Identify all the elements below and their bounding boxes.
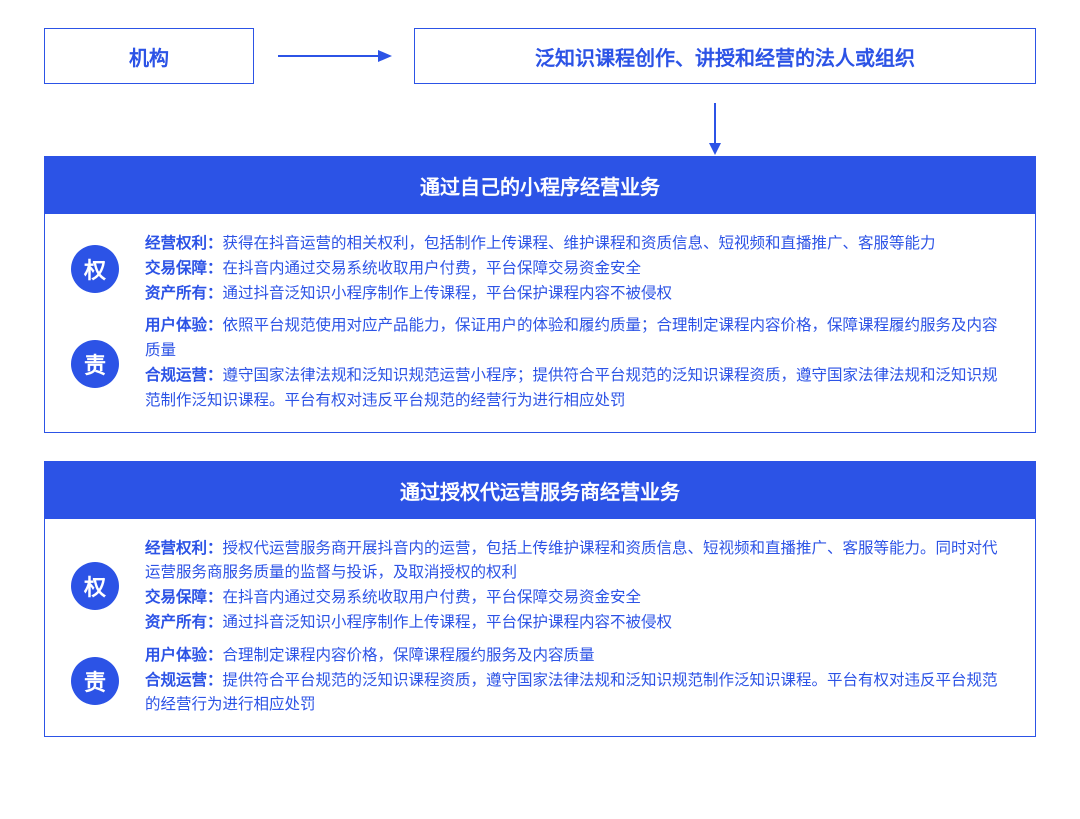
group-duties: 责 用户体验：合理制定课程内容价格，保障课程履约服务及内容质量 合规运营：提供符… xyxy=(63,644,1005,718)
item-label: 交易保障： xyxy=(145,589,223,606)
item-label: 合规运营： xyxy=(145,672,223,689)
section-body: 权 经营权利：授权代运营服务商开展抖音内的运营，包括上传维护课程和资质信息、短视… xyxy=(45,519,1035,737)
content-rights: 经营权利：获得在抖音运营的相关权利，包括制作上传课程、维护课程和资质信息、短视频… xyxy=(145,232,1005,306)
item-text: 通过抖音泛知识小程序制作上传课程，平台保护课程内容不被侵权 xyxy=(223,614,673,631)
badge-duties: 责 xyxy=(71,657,119,705)
item-label: 经营权利： xyxy=(145,540,223,557)
item-text: 合理制定课程内容价格，保障课程履约服务及内容质量 xyxy=(223,647,595,664)
section-authorized-operator: 通过授权代运营服务商经营业务 权 经营权利：授权代运营服务商开展抖音内的运营，包… xyxy=(44,461,1036,738)
item-text: 提供符合平台规范的泛知识课程资质，遵守国家法律法规和泛知识规范制作泛知识课程。平… xyxy=(145,672,998,714)
item-label: 经营权利： xyxy=(145,235,223,252)
section-header: 通过授权代运营服务商经营业务 xyxy=(45,462,1035,519)
item-text: 通过抖音泛知识小程序制作上传课程，平台保护课程内容不被侵权 xyxy=(223,285,673,302)
item-label: 用户体验： xyxy=(145,317,223,334)
content-duties: 用户体验：合理制定课程内容价格，保障课程履约服务及内容质量 合规运营：提供符合平… xyxy=(145,644,1005,718)
badge-duties: 责 xyxy=(71,340,119,388)
arrow-down-wrap xyxy=(394,96,1036,156)
badge-rights: 权 xyxy=(71,562,119,610)
group-duties: 责 用户体验：依照平台规范使用对应产品能力，保证用户的体验和履约质量；合理制定课… xyxy=(63,314,1005,413)
item-text: 获得在抖音运营的相关权利，包括制作上传课程、维护课程和资质信息、短视频和直播推广… xyxy=(223,235,936,252)
top-row: 机构 泛知识课程创作、讲授和经营的法人或组织 xyxy=(44,28,1036,84)
item-label: 资产所有： xyxy=(145,614,223,631)
item-label: 合规运营： xyxy=(145,367,223,384)
group-rights: 权 经营权利：授权代运营服务商开展抖音内的运营，包括上传维护课程和资质信息、短视… xyxy=(63,537,1005,636)
item-label: 资产所有： xyxy=(145,285,223,302)
item-text: 遵守国家法律法规和泛知识规范运营小程序；提供符合平台规范的泛知识课程资质，遵守国… xyxy=(145,367,998,409)
item-label: 交易保障： xyxy=(145,260,223,277)
box-institution: 机构 xyxy=(44,28,254,84)
item-text: 授权代运营服务商开展抖音内的运营，包括上传维护课程和资质信息、短视频和直播推广、… xyxy=(145,540,998,582)
section-body: 权 经营权利：获得在抖音运营的相关权利，包括制作上传课程、维护课程和资质信息、短… xyxy=(45,214,1035,432)
item-text: 依照平台规范使用对应产品能力，保证用户的体验和履约质量；合理制定课程内容价格，保… xyxy=(145,317,998,359)
section-own-miniprogram: 通过自己的小程序经营业务 权 经营权利：获得在抖音运营的相关权利，包括制作上传课… xyxy=(44,156,1036,433)
arrow-down-icon xyxy=(714,101,716,151)
item-text: 在抖音内通过交易系统收取用户付费，平台保障交易资金安全 xyxy=(223,260,642,277)
box-definition: 泛知识课程创作、讲授和经营的法人或组织 xyxy=(414,28,1036,84)
item-text: 在抖音内通过交易系统收取用户付费，平台保障交易资金安全 xyxy=(223,589,642,606)
section-header: 通过自己的小程序经营业务 xyxy=(45,157,1035,214)
group-rights: 权 经营权利：获得在抖音运营的相关权利，包括制作上传课程、维护课程和资质信息、短… xyxy=(63,232,1005,306)
badge-rights: 权 xyxy=(71,245,119,293)
content-duties: 用户体验：依照平台规范使用对应产品能力，保证用户的体验和履约质量；合理制定课程内… xyxy=(145,314,1005,413)
item-label: 用户体验： xyxy=(145,647,223,664)
arrow-right-icon xyxy=(274,55,394,57)
content-rights: 经营权利：授权代运营服务商开展抖音内的运营，包括上传维护课程和资质信息、短视频和… xyxy=(145,537,1005,636)
